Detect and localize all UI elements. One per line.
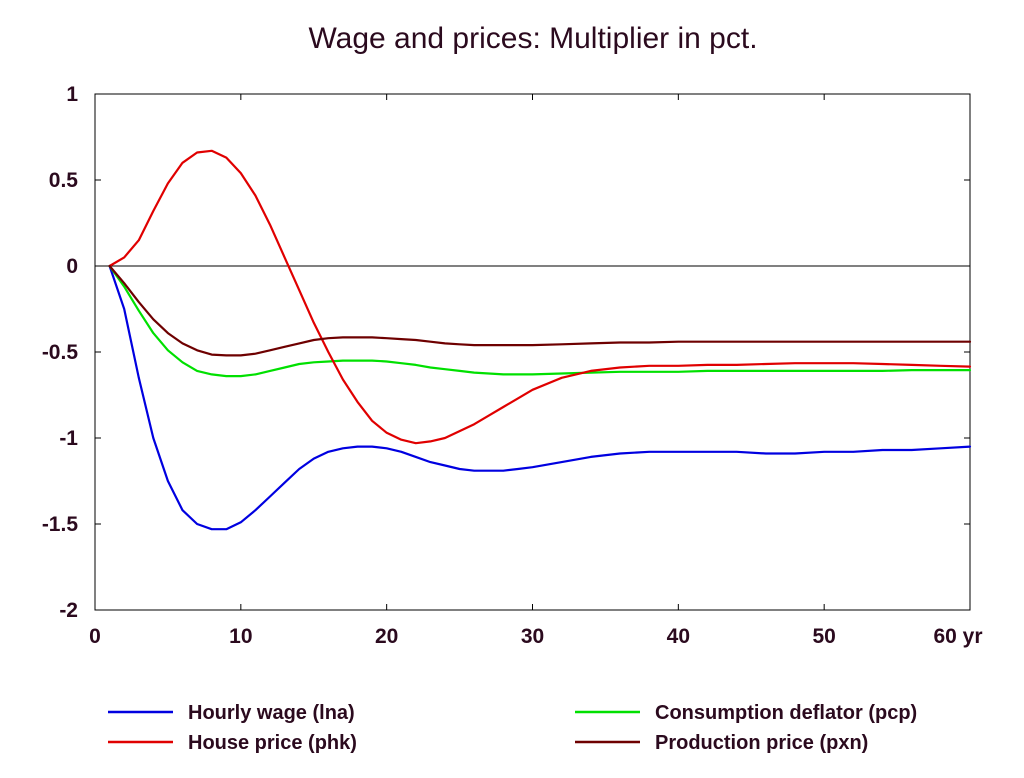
x-tick-label: 40 [667,625,690,648]
legend-label-0: Hourly wage (lna) [188,702,355,724]
series-lines [108,149,972,531]
x-tick-label: 30 [521,625,544,648]
x-tick-label: 0 [89,625,101,648]
x-tick-label: 20 [375,625,398,648]
legend-label-1: House price (phk) [188,732,357,754]
plot-frame [94,93,971,611]
x-tick-label: 60 yr [933,625,982,648]
y-tick-label: 0.5 [49,169,79,192]
series-line-2 [108,149,972,445]
series-line-0 [108,264,972,531]
plot-border [94,93,971,611]
legend: Hourly wage (lna) House price (phk) Consum… [108,702,917,754]
y-tick-label: 1 [66,83,78,106]
legend-label-2: Consumption deflator (pcp) [655,702,917,724]
series-line-3 [108,264,972,357]
x-tick-label: 10 [229,625,252,648]
y-tick-label: 0 [66,255,78,278]
chart-title: Wage and prices: Multiplier in pct. [308,22,757,55]
series-line-1 [108,264,972,378]
axis-ticks: 1 0.5 0 -0.5 -1 -1.5 -2 0 10 20 30 40 50 60 yr [42,83,983,648]
x-tick-label: 50 [812,625,835,648]
legend-label-3: Production price (pxn) [655,732,868,754]
y-tick-label: -1 [59,427,78,450]
y-tick-label: -2 [59,599,78,622]
y-tick-label: -1.5 [42,513,79,536]
y-tick-label: -0.5 [42,341,79,364]
